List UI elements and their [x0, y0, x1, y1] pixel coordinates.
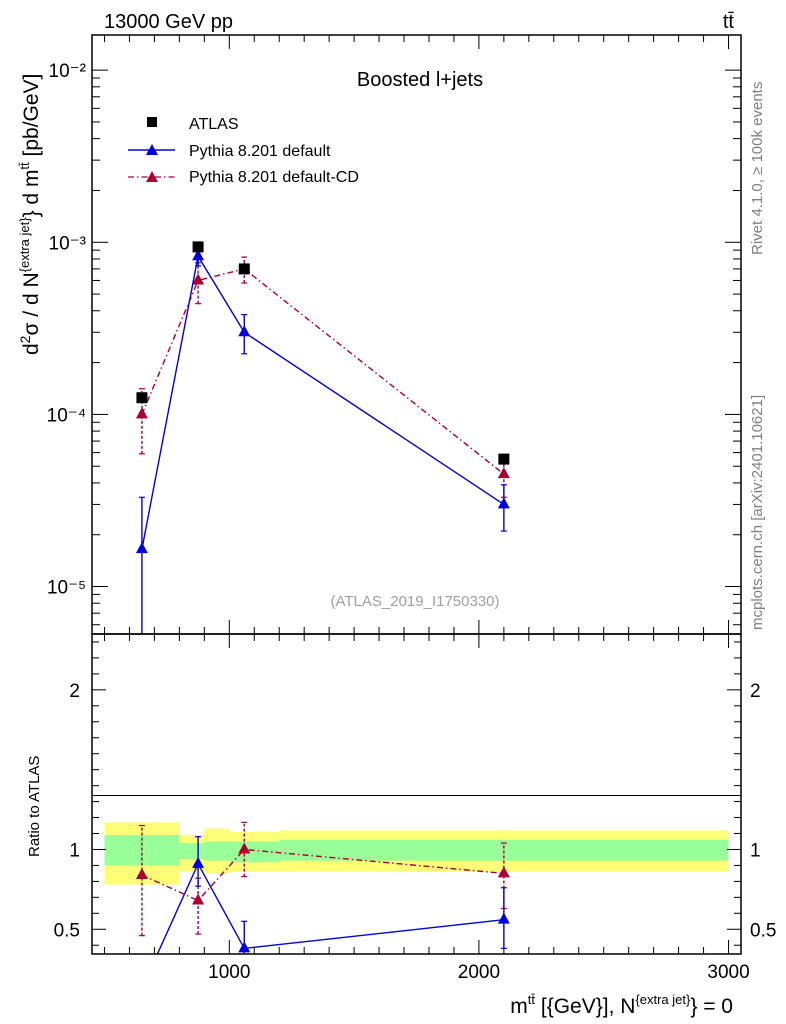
main-atlas-point	[192, 241, 204, 253]
ratio-y-tick-label: 0.5	[54, 920, 80, 941]
ratio-pythia-8-201-default-point	[136, 981, 148, 992]
ratio-y-tick-label-right: 0.5	[750, 920, 776, 941]
main-y-tick-label: 10⁻²	[49, 61, 87, 82]
x-tick-label: 2000	[458, 962, 500, 983]
main-pythia-8-201-default-cd-point	[135, 407, 148, 419]
main-pythia-8-201-default-point	[135, 542, 148, 554]
legend-pythia-cd-label: Pythia 8.201 default-CD	[189, 169, 359, 186]
main-y-tick-label: 10⁻⁵	[47, 578, 86, 599]
ratio-pythia-8-201-default-point	[192, 856, 205, 868]
ratio-y-tick-label: 1	[69, 840, 80, 861]
main-y-tick-label: 10⁻⁴	[47, 405, 86, 426]
rivet-side-label: Rivet 4.1.0, ≥ 100k events	[749, 82, 766, 255]
legend-pythia-default-marker	[146, 144, 158, 155]
x-axis-label: mtt̄ [{GeV}], N{extra jet}} = 0	[510, 992, 733, 1018]
main-y-axis-label: d2σ / d N{extra jet}} d mtt̄ [pb/GeV]	[17, 74, 43, 355]
x-tick-label: 3000	[707, 962, 749, 983]
ratio-y-tick-label: 2	[69, 681, 80, 702]
main-pythia-8-201-default-cd-line	[141, 268, 505, 475]
main-y-tick-label: 10⁻³	[49, 233, 87, 254]
header-right: tt̄	[723, 11, 735, 33]
ratio-frame	[91, 633, 742, 955]
main-title: Boosted l+jets	[357, 69, 483, 91]
ratio-pythia-8-201-default-point	[238, 941, 251, 953]
ratio-band-green	[279, 839, 729, 861]
x-tick-label: 1000	[208, 962, 250, 983]
legend: ATLAS Pythia 8.201 default Pythia 8.201 …	[128, 116, 359, 186]
main-atlas-point	[136, 392, 148, 404]
ratio-pythia-8-201-default-line	[156, 862, 504, 954]
main-pythia-8-201-default-line	[141, 254, 505, 550]
ratio-y-tick-label-right: 2	[750, 681, 761, 702]
analysis-annotation: (ATLAS_2019_I1750330)	[330, 593, 499, 610]
main-pythia-8-201-default-point	[497, 497, 510, 509]
main-pythia-8-201-default-cd-point	[497, 467, 510, 479]
main-atlas-point	[498, 453, 510, 465]
legend-pythia-cd-marker	[146, 171, 158, 182]
legend-pythia-default-label: Pythia 8.201 default	[189, 143, 331, 160]
ratio-pythia-8-201-default-point	[497, 912, 510, 924]
ratio-pythia-8-201-default-cd-line	[141, 848, 504, 902]
header-left: 13000 GeV pp	[104, 11, 233, 33]
ratio-band-green	[204, 841, 230, 861]
ratio-band-green	[229, 841, 280, 863]
ratio-pythia-8-201-default-cd-point	[238, 842, 251, 854]
ratio-band-green	[179, 843, 205, 860]
ratio-y-tick-label-right: 1	[750, 840, 761, 861]
ratio-y-axis-label: Ratio to ATLAS	[26, 756, 43, 857]
ratio-pythia-8-201-default-cd-point	[497, 866, 510, 878]
main-atlas-point	[238, 263, 250, 275]
legend-atlas-marker	[147, 117, 157, 127]
legend-atlas-label: ATLAS	[189, 116, 239, 133]
ratio-pythia-8-201-default-cd-point	[192, 893, 205, 905]
ratio-pythia-8-201-default-cd-point	[135, 867, 148, 879]
main-pythia-8-201-default-point	[238, 325, 251, 337]
main-pythia-8-201-default-point	[192, 249, 205, 261]
mcplots-side-label: mcplots.cern.ch [arXiv:2401.10621]	[749, 395, 766, 630]
main-pythia-8-201-default-cd-point	[192, 273, 205, 285]
